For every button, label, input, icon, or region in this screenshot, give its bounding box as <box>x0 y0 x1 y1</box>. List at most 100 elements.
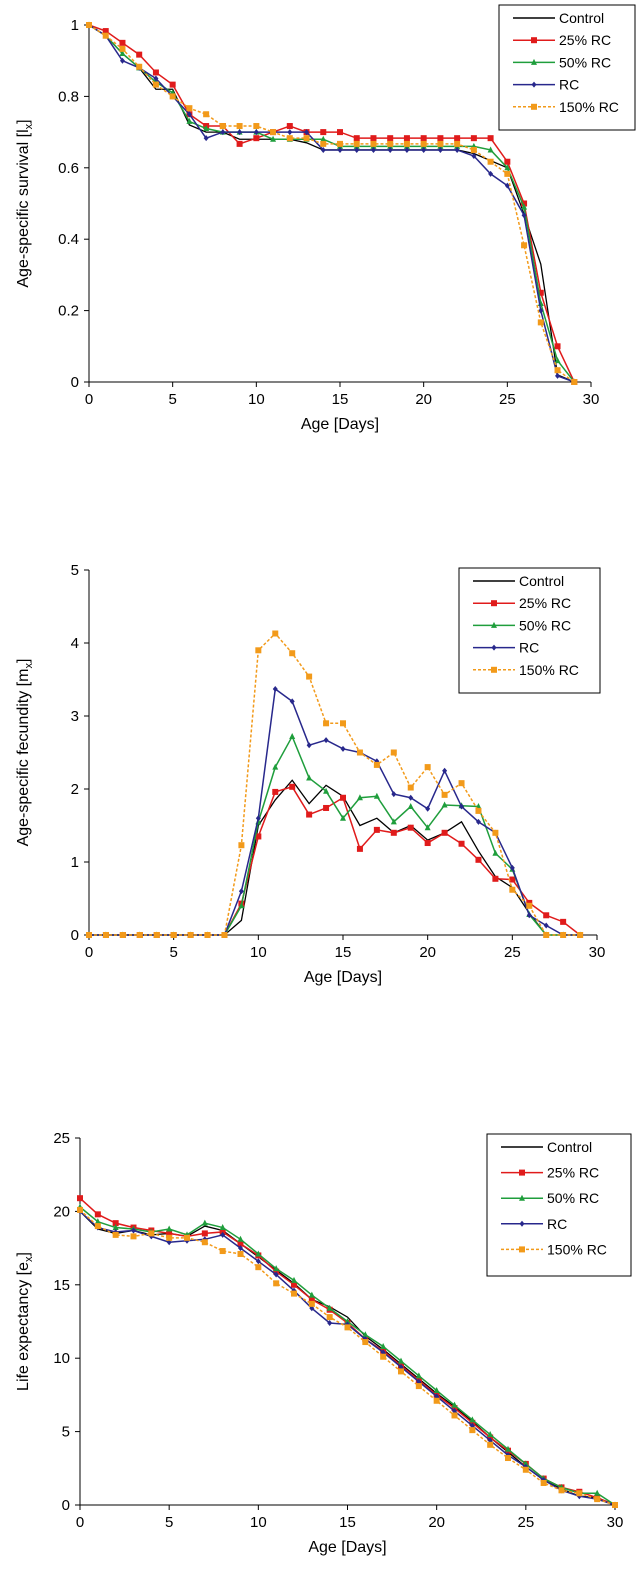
data-point <box>308 1291 315 1298</box>
legend-label: 50% RC <box>547 1190 599 1206</box>
data-point <box>354 146 360 153</box>
data-point <box>337 140 343 147</box>
data-point <box>286 123 293 130</box>
data-point <box>136 932 143 938</box>
data-point <box>308 1300 315 1307</box>
data-point <box>470 135 477 142</box>
data-point <box>201 1230 208 1237</box>
data-point <box>320 129 327 136</box>
data-point <box>538 307 544 314</box>
y-tick-label: 0 <box>71 927 79 944</box>
data-point <box>521 242 528 249</box>
data-point <box>255 647 262 654</box>
legend-label: 150% RC <box>519 662 579 678</box>
data-point <box>340 720 346 727</box>
data-point <box>362 1331 369 1338</box>
data-point <box>291 1276 297 1283</box>
data-point <box>594 1496 601 1503</box>
data-point <box>353 140 360 147</box>
data-point <box>407 803 414 810</box>
data-point <box>130 1233 137 1240</box>
series-50-rc <box>86 732 584 938</box>
data-point <box>560 932 567 938</box>
data-point <box>201 1239 208 1246</box>
x-tick-label: 10 <box>250 944 267 961</box>
data-point <box>391 791 397 798</box>
data-point <box>291 1290 297 1297</box>
data-point <box>492 829 499 836</box>
data-point <box>201 1219 208 1226</box>
data-point <box>425 805 431 812</box>
chart-panel-1: 0 5 10 15 20 25 30 0 0.2 0.4 0.6 0.8 1 Age [Days] Age-… <box>15 4 636 433</box>
data-point <box>522 1466 529 1473</box>
legend-marker <box>519 1246 525 1253</box>
data-point <box>437 135 444 142</box>
data-point <box>509 876 516 883</box>
x-tick-label: 0 <box>85 944 93 961</box>
data-point <box>451 1401 458 1408</box>
data-point <box>487 158 494 165</box>
data-point <box>415 1372 422 1379</box>
data-point <box>186 111 192 118</box>
y-tick-label: 0.4 <box>58 231 79 248</box>
data-point <box>424 840 431 847</box>
data-point <box>166 1234 173 1241</box>
data-point <box>390 818 397 825</box>
legend-marker <box>519 1194 525 1201</box>
data-point <box>543 922 549 929</box>
data-point <box>255 1258 261 1265</box>
legend: Control 25% RC 50% RC RC 150% RC <box>498 4 636 131</box>
data-point <box>344 1318 351 1324</box>
legend-label: 150% RC <box>547 1241 607 1257</box>
data-point <box>344 1324 351 1331</box>
data-point <box>458 780 465 787</box>
y-tick-label: 1 <box>71 854 79 871</box>
x-tick-label: 0 <box>85 391 93 408</box>
data-point <box>340 814 346 821</box>
data-point <box>136 63 143 70</box>
data-point <box>433 1386 440 1393</box>
x-tick-label: 5 <box>165 1514 173 1531</box>
data-point <box>433 1397 440 1404</box>
legend-label: RC <box>547 1216 567 1232</box>
data-point <box>470 146 477 153</box>
data-point <box>526 912 532 919</box>
data-point <box>102 28 109 35</box>
data-point <box>119 45 126 52</box>
data-point <box>390 749 397 756</box>
data-point <box>273 1265 280 1272</box>
data-point <box>153 75 159 82</box>
data-point <box>403 140 410 147</box>
data-point <box>187 932 194 938</box>
data-point <box>327 1319 333 1326</box>
x-tick-label: 20 <box>428 1514 445 1531</box>
data-point <box>238 842 245 849</box>
data-point <box>308 1296 315 1303</box>
legend-marker <box>491 600 497 607</box>
data-point <box>441 791 448 798</box>
data-point <box>306 811 313 818</box>
data-point <box>415 1383 422 1390</box>
data-point <box>221 932 228 938</box>
data-point <box>186 117 193 124</box>
data-point <box>540 1479 547 1486</box>
y-axis-title: Age-specific fecundity [mx] <box>15 659 35 847</box>
data-point <box>380 1353 387 1360</box>
data-point <box>408 794 414 801</box>
data-point <box>119 932 126 938</box>
data-point <box>521 203 528 210</box>
data-point <box>356 749 363 756</box>
y-tick-label: 4 <box>71 635 79 652</box>
series-150-rc <box>86 22 578 385</box>
x-tick-label: 25 <box>504 944 521 961</box>
data-point <box>451 1412 458 1419</box>
data-point <box>323 804 330 811</box>
data-point <box>119 57 125 64</box>
data-point <box>255 815 261 822</box>
data-point <box>337 129 343 136</box>
y-tick-label: 25 <box>53 1130 70 1147</box>
data-point <box>504 158 511 165</box>
data-point <box>270 135 277 142</box>
legend-label: 25% RC <box>559 32 611 48</box>
data-point <box>387 146 393 153</box>
